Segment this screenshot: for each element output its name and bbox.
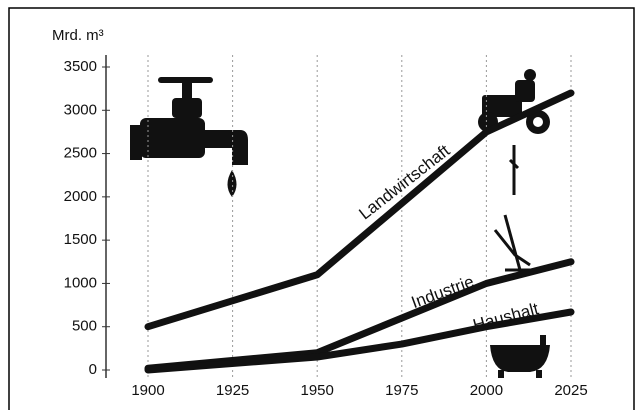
x-tick-label: 2025 [554, 382, 587, 399]
y-tick-label: 1500 [64, 231, 97, 248]
x-tick-label: 1975 [385, 382, 418, 399]
x-tick-label: 1950 [301, 382, 334, 399]
series-label: Industrie [409, 272, 477, 312]
series-label: Landwirtschaft [355, 141, 453, 224]
y-axis-label: Mrd. m³ [52, 27, 104, 44]
tractor-icon [478, 69, 550, 134]
chart: Mrd. m³ 0 500 1000 1500 2000 2500 3000 3500 1900… [0, 0, 643, 410]
y-tick-label: 3000 [64, 101, 97, 118]
x-tick-label: 1900 [131, 382, 164, 399]
series-label: Haushalt [471, 299, 541, 335]
y-tick-label: 500 [72, 318, 97, 335]
x-tick-label: 1925 [216, 382, 249, 399]
y-tick-label: 3500 [64, 58, 97, 75]
x-tick-label: 2000 [470, 382, 503, 399]
y-tick-label: 0 [89, 361, 97, 378]
y-tick-label: 2500 [64, 145, 97, 162]
page: {"chart_data": {"type": "line", "y_label… [0, 0, 643, 410]
industry-icon [495, 145, 530, 270]
y-tick-label: 2000 [64, 188, 97, 205]
bathtub-icon [490, 335, 550, 378]
y-tick-label: 1000 [64, 274, 97, 291]
